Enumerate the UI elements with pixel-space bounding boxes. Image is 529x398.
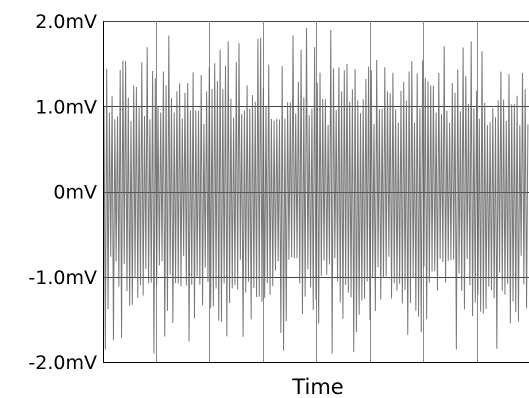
axes-layer	[103, 21, 529, 363]
y-tick-label-2mv: 2.0mV	[35, 11, 97, 33]
y-tick-label-neg1mv: -1.0mV	[28, 267, 97, 289]
y-tick-label-0mv: 0mV	[53, 182, 97, 204]
x-axis-label: Time	[291, 375, 343, 398]
y-tick-label-neg2mv: -2.0mV	[28, 352, 97, 374]
signal-trace	[103, 28, 529, 354]
signal-layer	[103, 28, 529, 354]
y-tick-labels: 2.0mV 1.0mV 0mV -1.0mV -2.0mV	[28, 11, 97, 374]
y-tick-label-1mv: 1.0mV	[35, 96, 97, 118]
